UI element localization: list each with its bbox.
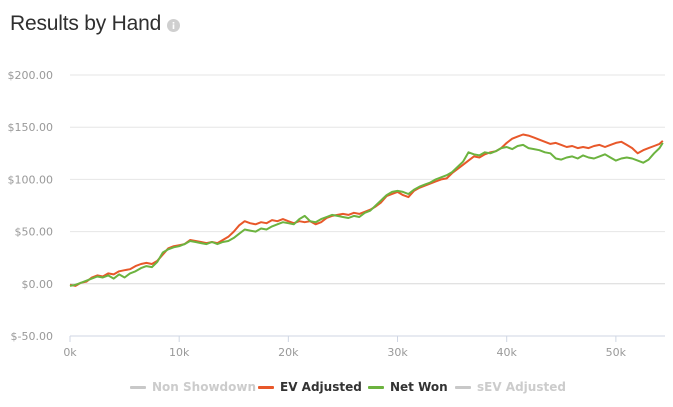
page-title: Results by Hand — [10, 12, 162, 35]
chart-legend: Non Showdown EV Adjusted Net Won sEV Adjust… — [0, 380, 673, 398]
legend-swatch — [130, 385, 146, 389]
series-line-net-won[interactable] — [69, 142, 664, 287]
legend-label: Non Showdown — [152, 380, 256, 394]
legend-item-ev-adjusted[interactable]: EV Adjusted — [258, 380, 362, 394]
legend-item-net-won[interactable]: Net Won — [368, 380, 448, 394]
x-tick-label: 30k — [387, 346, 408, 359]
y-tick-label: $-50.00 — [11, 330, 53, 343]
y-tick-label: $200.00 — [8, 69, 54, 82]
y-tick-label: $0.00 — [22, 278, 54, 291]
legend-item-sev-adjusted[interactable]: sEV Adjusted — [455, 380, 566, 394]
x-tick-label: 10k — [169, 346, 190, 359]
legend-item-non-showdown[interactable]: Non Showdown — [130, 380, 256, 394]
x-axis-ticks: 0k 10k 20k 30k 40k 50k — [63, 336, 627, 359]
x-tick-label: 0k — [63, 346, 77, 359]
series-lines — [69, 133, 664, 287]
y-tick-label: $50.00 — [15, 226, 54, 239]
chart-header: Results by Hand — [10, 9, 181, 39]
legend-label: sEV Adjusted — [477, 380, 566, 394]
info-icon[interactable] — [167, 19, 181, 32]
x-tick-label: 50k — [606, 346, 627, 359]
x-tick-label: 40k — [497, 346, 518, 359]
grid-lines — [70, 74, 665, 337]
legend-swatch — [258, 385, 274, 389]
x-tick-label: 20k — [278, 346, 299, 359]
legend-label: EV Adjusted — [280, 380, 362, 394]
legend-swatch — [368, 385, 384, 389]
y-axis-ticks: $200.00 $150.00 $100.00 $50.00 $0.00 $-50.00 — [8, 69, 54, 343]
legend-label: Net Won — [390, 380, 448, 394]
y-tick-label: $150.00 — [8, 121, 54, 134]
y-tick-label: $100.00 — [8, 173, 54, 186]
legend-swatch — [455, 385, 471, 389]
